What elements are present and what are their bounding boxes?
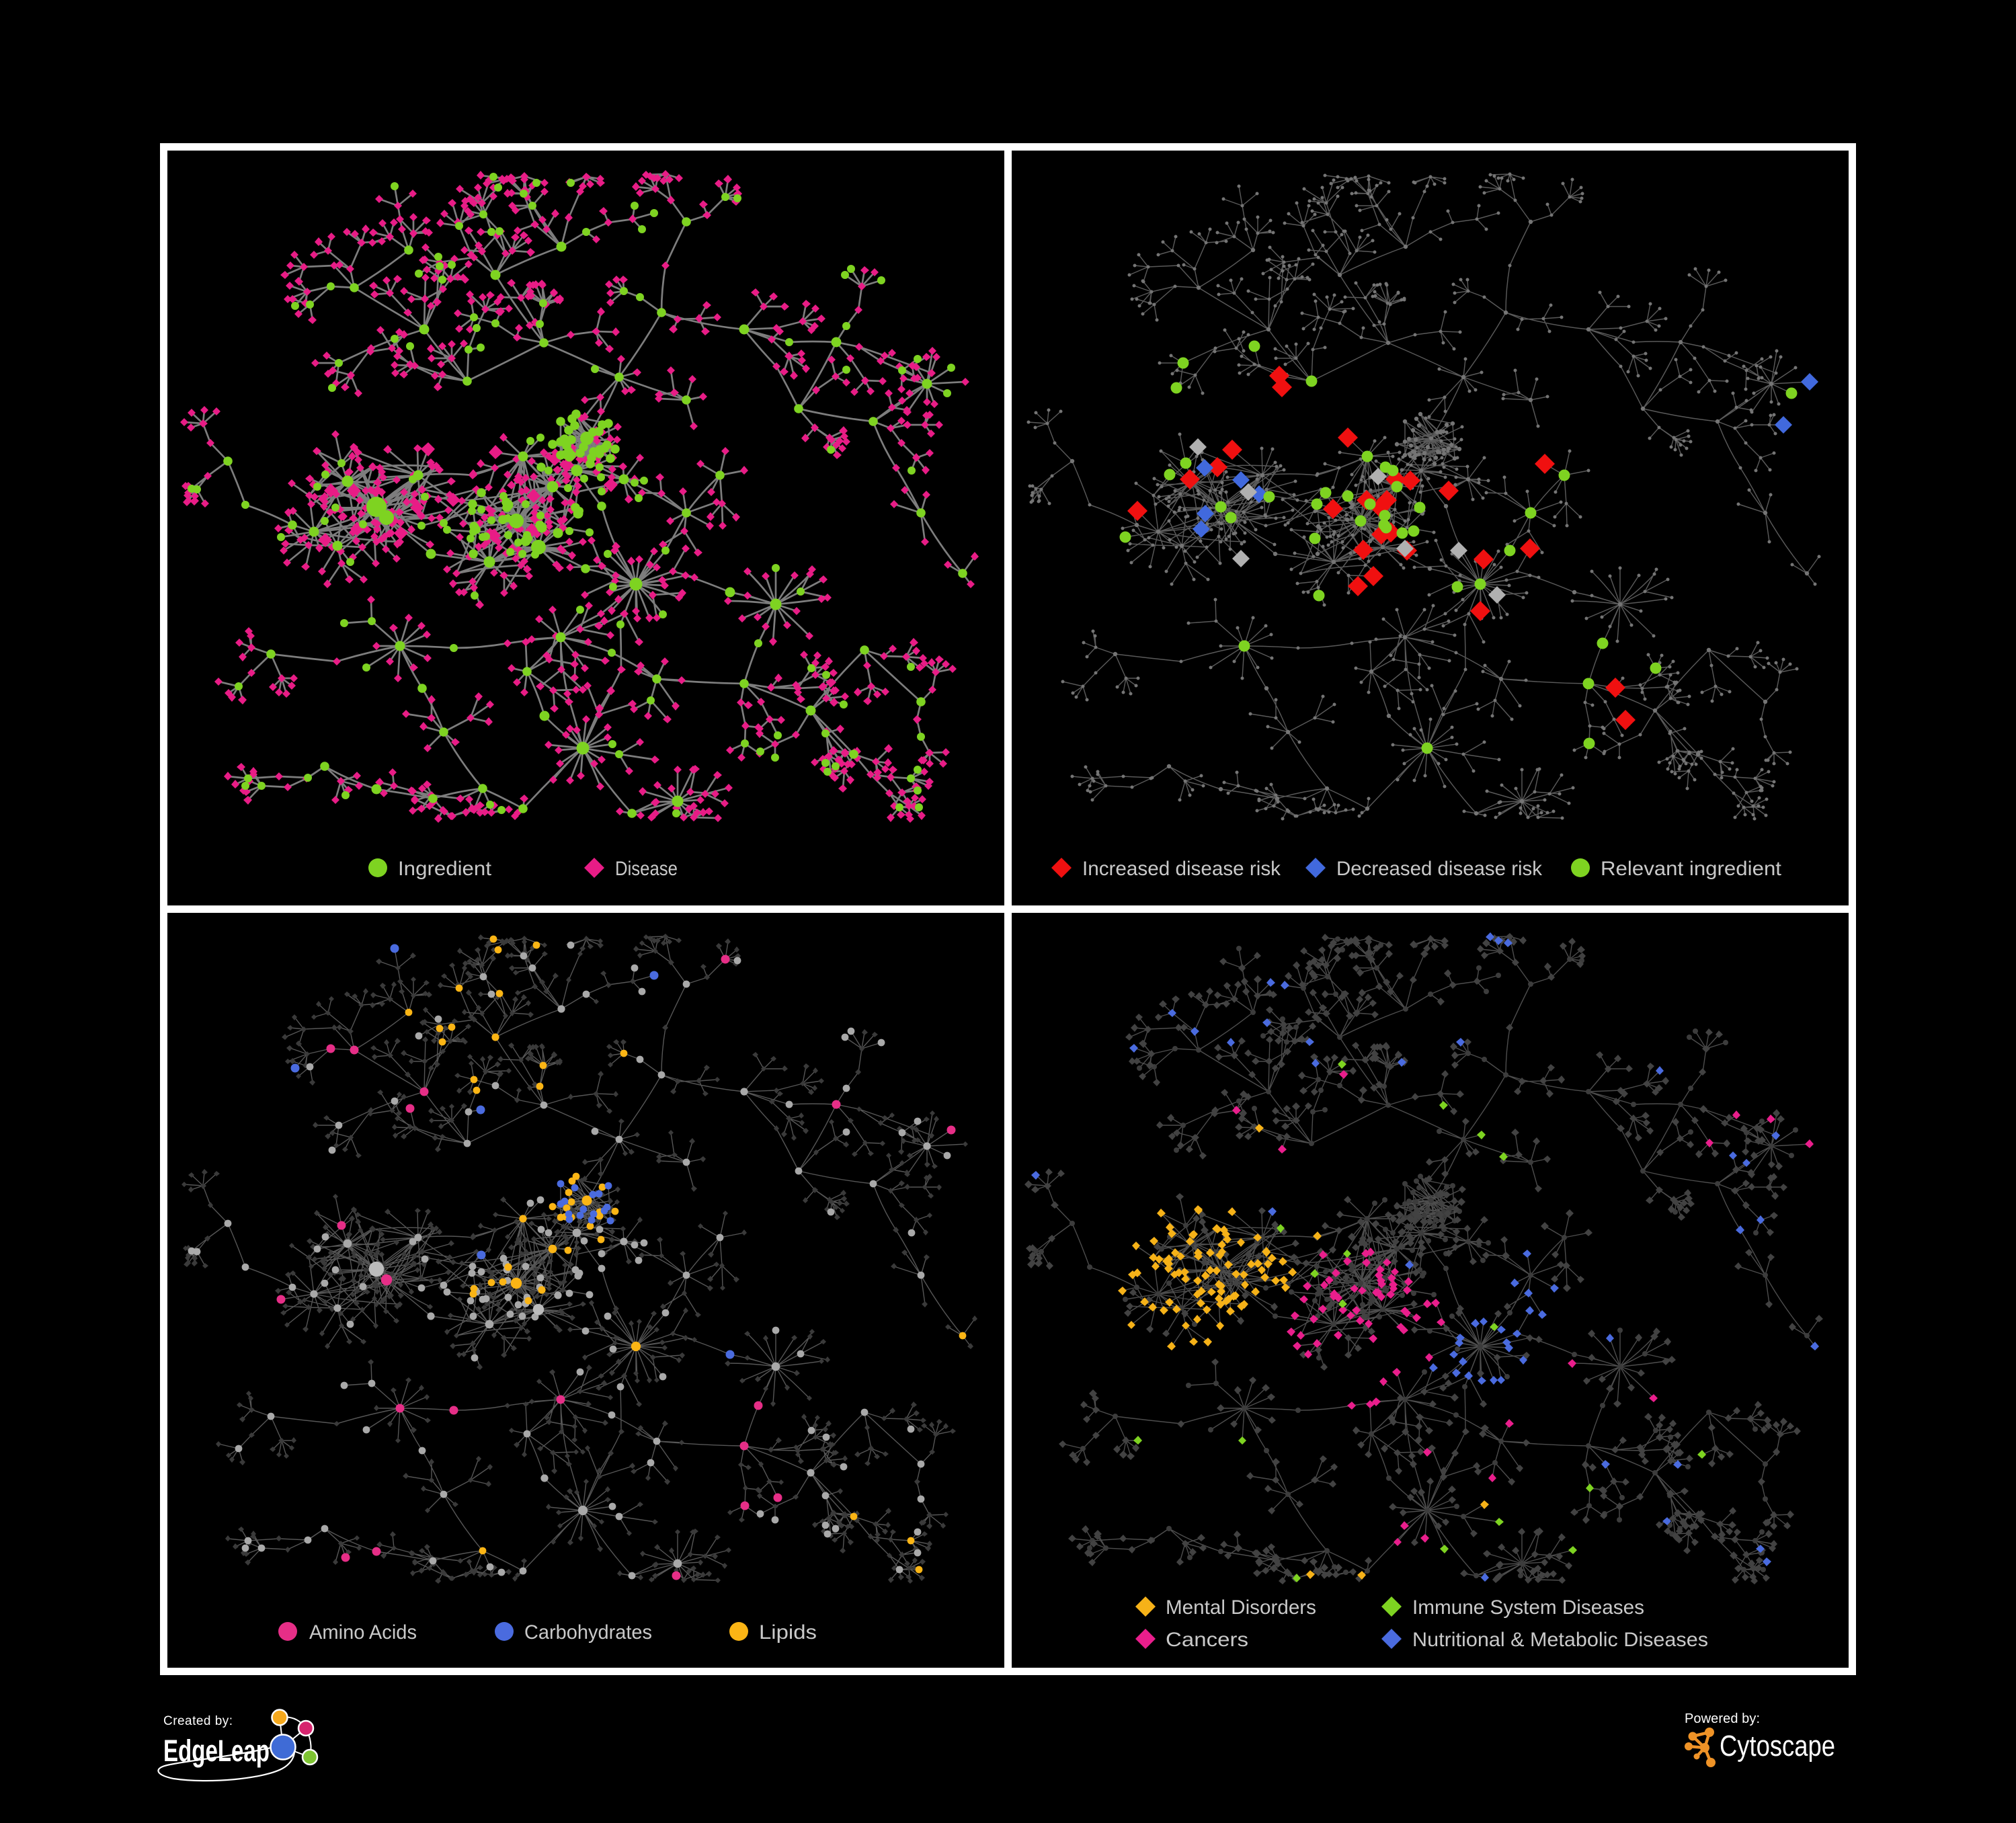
svg-text:Nutritional & Metabolic Diseas: Nutritional & Metabolic Diseases xyxy=(1412,1629,1708,1651)
svg-text:Increased disease risk: Increased disease risk xyxy=(1082,858,1281,880)
svg-text:Cytoscape: Cytoscape xyxy=(1720,1730,1835,1763)
svg-text:Carbohydrates: Carbohydrates xyxy=(524,1621,652,1644)
svg-text:Relevant ingredient: Relevant ingredient xyxy=(1601,858,1782,880)
svg-text:Lipids: Lipids xyxy=(759,1621,817,1644)
svg-text:Powered by:: Powered by: xyxy=(1685,1711,1760,1726)
svg-text:Immune System Diseases: Immune System Diseases xyxy=(1412,1596,1644,1619)
svg-text:Disease: Disease xyxy=(615,858,678,880)
svg-text:Amino Acids: Amino Acids xyxy=(309,1621,417,1644)
svg-text:Created by:: Created by: xyxy=(163,1714,233,1728)
svg-text:Mental Disorders: Mental Disorders xyxy=(1166,1596,1316,1619)
svg-text:Cancers: Cancers xyxy=(1166,1629,1248,1651)
svg-text:Decreased disease risk: Decreased disease risk xyxy=(1336,858,1543,880)
svg-text:Ingredient: Ingredient xyxy=(398,858,492,880)
